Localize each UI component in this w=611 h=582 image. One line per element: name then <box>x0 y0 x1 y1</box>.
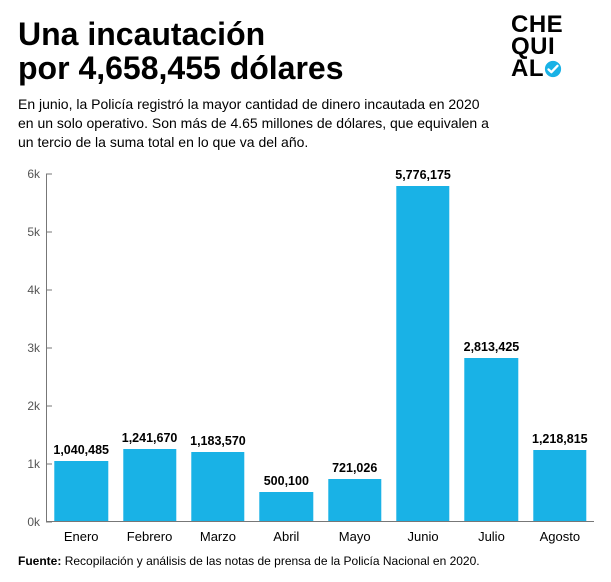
bars-group: 1,040,485Enero1,241,670Febrero1,183,570M… <box>47 174 594 521</box>
x-tick-label: Junio <box>408 529 439 544</box>
y-tick-label: 3k <box>16 341 46 355</box>
bar-slot: 2,813,425Julio <box>457 174 525 521</box>
y-tick-label: 1k <box>16 457 46 471</box>
bar-value-label: 1,040,485 <box>53 443 109 457</box>
bar-value-label: 1,241,670 <box>122 431 178 445</box>
y-tick-label: 2k <box>16 399 46 413</box>
brand-logo: CHE QUI AL <box>511 14 593 80</box>
x-tick-label: Abril <box>273 529 299 544</box>
x-tick-label: Agosto <box>540 529 580 544</box>
check-icon <box>544 60 562 78</box>
y-tick-label: 5k <box>16 225 46 239</box>
title-line-2: por 4,658,455 dólares <box>18 50 344 86</box>
bar-slot: 5,776,175Junio <box>389 174 457 521</box>
bar-slot: 1,218,815Agosto <box>526 174 594 521</box>
subtitle-text: En junio, la Policía registró la mayor c… <box>18 95 498 152</box>
bar <box>54 461 107 521</box>
bar <box>465 358 518 521</box>
logo-line-3-text: AL <box>511 55 544 82</box>
source-line: Fuente: Recopilación y análisis de las n… <box>18 554 480 568</box>
bar-value-label: 1,183,570 <box>190 434 246 448</box>
title-line-1: Una incautación <box>18 16 265 52</box>
bar <box>123 449 176 521</box>
bar-chart: 0k1k2k3k4k5k6k 1,040,485Enero1,241,670Fe… <box>16 166 594 554</box>
bar-value-label: 500,100 <box>264 474 309 488</box>
page-title: Una incautación por 4,658,455 dólares <box>18 18 448 85</box>
bar-slot: 500,100Abril <box>252 174 320 521</box>
bar <box>533 450 586 521</box>
bar <box>260 492 313 521</box>
y-tick-label: 6k <box>16 167 46 181</box>
x-tick-label: Febrero <box>127 529 173 544</box>
x-tick-label: Mayo <box>339 529 371 544</box>
x-tick-label: Marzo <box>200 529 236 544</box>
infographic-container: CHE QUI AL Una incautación por 4,658,455… <box>0 0 611 582</box>
bar-value-label: 5,776,175 <box>395 168 451 182</box>
bar <box>396 186 449 521</box>
source-label: Fuente: <box>18 554 61 568</box>
bar <box>191 452 244 521</box>
bar-slot: 721,026Mayo <box>321 174 389 521</box>
bar-slot: 1,241,670Febrero <box>115 174 183 521</box>
source-text: Recopilación y análisis de las notas de … <box>65 554 480 568</box>
bar-slot: 1,183,570Marzo <box>184 174 252 521</box>
bar-slot: 1,040,485Enero <box>47 174 115 521</box>
plot-area: 1,040,485Enero1,241,670Febrero1,183,570M… <box>46 174 594 522</box>
bar <box>328 479 381 521</box>
logo-line-3: AL <box>511 58 593 80</box>
y-tick-label: 0k <box>16 515 46 529</box>
x-tick-label: Enero <box>64 529 99 544</box>
y-tick-label: 4k <box>16 283 46 297</box>
bar-value-label: 1,218,815 <box>532 432 588 446</box>
bar-value-label: 721,026 <box>332 461 377 475</box>
bar-value-label: 2,813,425 <box>464 340 520 354</box>
x-tick-label: Julio <box>478 529 505 544</box>
